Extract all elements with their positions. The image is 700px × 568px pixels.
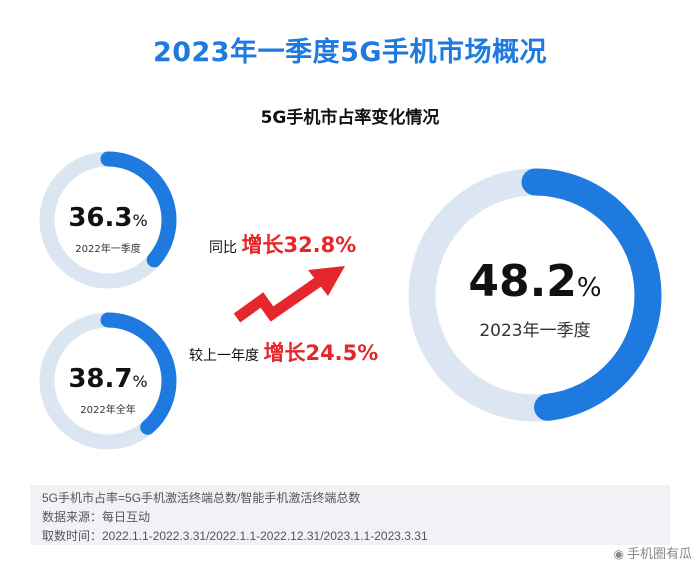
donut-value-2023q1: 48.2% bbox=[468, 256, 602, 307]
donut-label-2023q1: 2023年一季度 bbox=[479, 321, 591, 341]
footer-notes: 5G手机市占率=5G手机激活终端总数/智能手机激活终端总数 数据来源：每日互动 … bbox=[30, 485, 670, 545]
page-title: 2023年一季度5G手机市场概况 bbox=[152, 37, 548, 68]
donut-value-2022q1: 36.3% bbox=[68, 203, 148, 233]
donut-2022q1-value-arc bbox=[39, 151, 177, 289]
donut-label-2022full: 2022年全年 bbox=[80, 405, 136, 416]
yoy-comparison: 同比 增长32.8% bbox=[209, 233, 357, 257]
watermark-text: 手机圈有瓜 bbox=[626, 546, 692, 561]
chart-subtitle: 5G手机市占率变化情况 bbox=[260, 108, 440, 128]
weibo-icon: ◉ bbox=[613, 547, 624, 561]
vs-last-year-comparison: 较上一年度 增长24.5% bbox=[189, 341, 379, 365]
donut-2023q1-value-arc bbox=[408, 168, 662, 422]
donut-label-2022q1: 2022年一季度 bbox=[75, 244, 141, 255]
footer-source: 数据来源：每日互动 bbox=[42, 510, 151, 524]
donut-value-2022full: 38.7% bbox=[68, 364, 148, 394]
footer-period: 取数时间：2022.1.1-2022.3.31/2022.1.1-2022.12… bbox=[42, 529, 428, 543]
growth-arrow-icon bbox=[233, 266, 345, 323]
watermark: ◉ 手机圈有瓜 bbox=[614, 543, 693, 562]
footer-definition: 5G手机市占率=5G手机激活终端总数/智能手机激活终端总数 bbox=[42, 491, 361, 505]
donut-2022full-value-arc bbox=[39, 312, 177, 450]
